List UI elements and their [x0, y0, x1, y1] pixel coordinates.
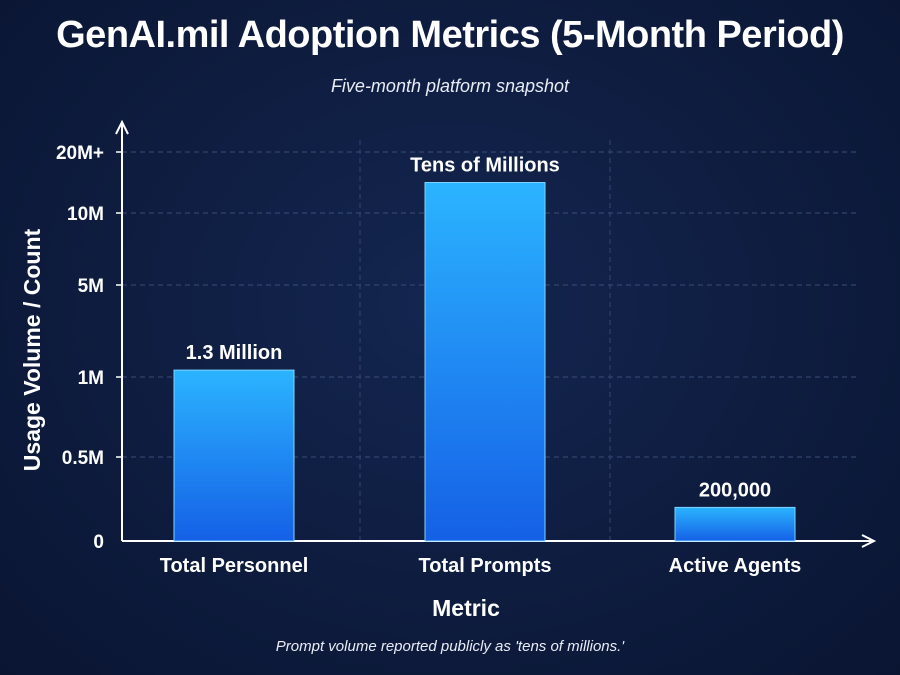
- chart-title: GenAI.mil Adoption Metrics (5-Month Peri…: [56, 14, 844, 56]
- data-label: 1.3 Million: [186, 342, 283, 364]
- x-category-label: Total Personnel: [160, 555, 309, 577]
- bars: [173, 182, 796, 542]
- y-tick-label: 5M: [78, 276, 104, 297]
- y-axis-title: Usage Volume / Count: [19, 228, 45, 471]
- y-tick-label: 20M+: [56, 143, 104, 164]
- data-labels: 1.3 Million Tens of Millions 200,000: [186, 155, 771, 502]
- y-tick-labels: 0 0.5M 1M 5M 10M 20M+: [56, 143, 104, 553]
- y-tick-label: 0: [93, 532, 104, 553]
- category-labels: Total Personnel Total Prompts Active Agent…: [160, 555, 802, 577]
- chart-footnote: Prompt volume reported publicly as 'tens…: [275, 638, 625, 655]
- x-axis-title: Metric: [432, 595, 500, 621]
- bar-total-prompts: [424, 182, 546, 542]
- bar-active-agents: [674, 506, 796, 542]
- gridlines: [122, 140, 856, 541]
- x-category-label: Active Agents: [669, 555, 802, 577]
- y-tick-label: 0.5M: [62, 448, 104, 469]
- y-tick-label: 1M: [78, 368, 104, 389]
- bar-total-personnel: [173, 369, 295, 542]
- data-label: Tens of Millions: [410, 155, 560, 177]
- y-axis-arrow: [115, 119, 129, 135]
- chart-subtitle: Five-month platform snapshot: [330, 76, 570, 96]
- x-axis-arrow: [861, 534, 877, 548]
- x-category-label: Total Prompts: [419, 555, 552, 577]
- data-label: 200,000: [699, 479, 771, 501]
- y-tick-label: 10M: [67, 204, 104, 225]
